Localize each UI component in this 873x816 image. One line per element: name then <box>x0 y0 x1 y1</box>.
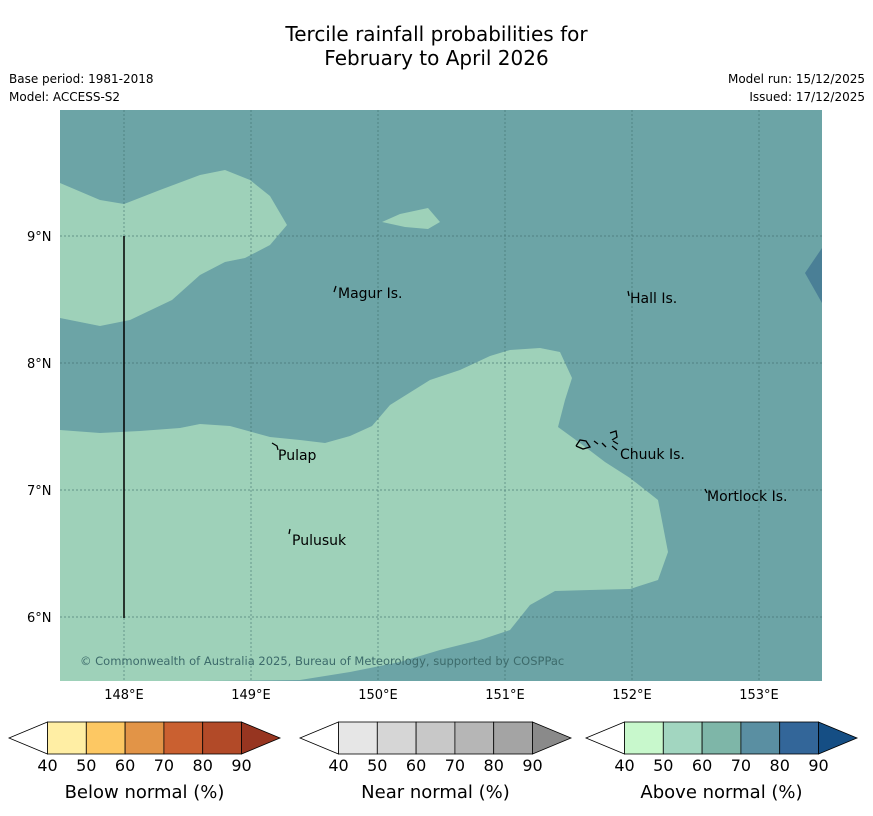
island-chuuk <box>575 430 619 451</box>
colorbar-above: 40 50 60 70 80 90 Above normal (%) <box>584 721 859 803</box>
lon-label-150e: 150°E <box>358 688 398 703</box>
label-hall: Hall Is. <box>630 291 677 307</box>
label-magur: Magur Is. <box>338 286 403 302</box>
colorbar-near-tick-label: 50 <box>367 756 387 775</box>
label-chuuk: Chuuk Is. <box>620 447 685 463</box>
colorbar-below-tick-label: 40 <box>37 756 57 775</box>
legend: 40 50 60 70 80 90 Below normal (%) 40 50 60 70 80 90… <box>7 721 859 803</box>
colorbar-above-tick-label: 70 <box>731 756 751 775</box>
region-60-east <box>805 248 822 303</box>
colorbar-above-tick-label: 60 <box>692 756 712 775</box>
label-pulap: Pulap <box>278 448 317 464</box>
colorbar-below-tick-label: 80 <box>193 756 213 775</box>
colorbar-above-tick-label: 80 <box>770 756 790 775</box>
lon-label-149e: 149°E <box>231 688 271 703</box>
meta-right: Model run: 15/12/2025 Issued: 17/12/2025 <box>728 70 865 106</box>
island-magur <box>333 285 337 293</box>
colorbar-near-segment <box>338 721 378 755</box>
base-period: Base period: 1981-2018 <box>9 72 154 86</box>
model-run: Model run: 15/12/2025 <box>727 72 865 86</box>
island-pulusuk <box>288 528 291 535</box>
colorbar-near-tick-label: 70 <box>445 756 465 775</box>
colorbar-near: 40 50 60 70 80 90 Near normal (%) <box>298 721 573 803</box>
colorbar-below-min-extend <box>7 721 48 755</box>
colorbar-below-tick-label: 90 <box>231 756 251 775</box>
title-line-2: February to April 2026 <box>324 46 549 70</box>
colorbar-near-segment <box>415 721 456 755</box>
colorbar-above-min-extend <box>584 721 625 755</box>
lon-label-152e: 152°E <box>612 688 652 703</box>
colorbar-near-segment <box>376 721 417 755</box>
colorbar-below-segment <box>124 721 165 755</box>
issued-date: Issued: 17/12/2025 <box>749 90 865 104</box>
colorbar-above-segment <box>740 721 781 755</box>
colorbar-near-segment <box>493 721 533 755</box>
colorbar-near-tick-label: 40 <box>328 756 348 775</box>
region-50-small <box>382 208 440 229</box>
label-pulusuk: Pulusuk <box>292 533 347 549</box>
colorbar-above-segment <box>624 721 664 755</box>
colorbar-below: 40 50 60 70 80 90 Below normal (%) <box>7 721 282 803</box>
islands <box>271 285 708 535</box>
colorbar-below-max-extend <box>241 721 282 755</box>
island-mortlock <box>704 488 708 494</box>
colorbar-above-max-extend <box>818 721 859 755</box>
model-name: Model: ACCESS-S2 <box>9 90 121 104</box>
lat-label-9n: 9°N <box>27 230 52 245</box>
colorbar-above-tick-label: 50 <box>653 756 673 775</box>
meta-left: Base period: 1981-2018 Model: ACCESS-S2 <box>9 70 154 106</box>
lon-label-153e: 153°E <box>739 688 779 703</box>
colorbar-near-tick-label: 90 <box>522 756 542 775</box>
region-50-south <box>60 348 668 681</box>
colorbar-below-segment <box>202 721 242 755</box>
colorbar-near-title: Near normal (%) <box>361 782 510 803</box>
colorbar-near-tick-label: 80 <box>484 756 504 775</box>
title-line-1: Tercile rainfall probabilities for <box>285 22 588 46</box>
copyright: © Commonwealth of Australia 2025, Bureau… <box>80 654 564 668</box>
lon-label-148e: 148°E <box>104 688 144 703</box>
lat-label-6n: 6°N <box>27 611 52 626</box>
colorbar-near-max-extend <box>532 721 573 755</box>
label-mortlock: Mortlock Is. <box>707 489 787 505</box>
colorbar-below-segment <box>85 721 126 755</box>
lat-label-7n: 7°N <box>27 484 52 499</box>
map-title: Tercile rainfall probabilities for Febru… <box>0 22 873 70</box>
colorbar-below-tick-label: 60 <box>115 756 135 775</box>
colorbar-near-tick-label: 60 <box>406 756 426 775</box>
colorbar-below-tick-label: 70 <box>154 756 174 775</box>
colorbar-near-min-extend <box>298 721 339 755</box>
colorbar-above-tick-label: 40 <box>614 756 634 775</box>
colorbar-near-segment <box>454 721 495 755</box>
colorbar-below-segment <box>163 721 204 755</box>
colorbar-above-segment <box>701 721 742 755</box>
region-50-north <box>60 170 287 326</box>
colorbar-above-title: Above normal (%) <box>640 782 802 803</box>
colorbar-above-segment <box>662 721 703 755</box>
lat-label-8n: 8°N <box>27 357 52 372</box>
colorbar-above-segment <box>779 721 819 755</box>
colorbar-below-tick-label: 50 <box>76 756 96 775</box>
island-hall <box>627 290 630 297</box>
colorbar-below-title: Below normal (%) <box>65 782 225 803</box>
island-pulap <box>271 442 279 451</box>
lon-label-151e: 151°E <box>485 688 525 703</box>
colorbar-below-segment <box>47 721 87 755</box>
colorbar-above-tick-label: 90 <box>808 756 828 775</box>
